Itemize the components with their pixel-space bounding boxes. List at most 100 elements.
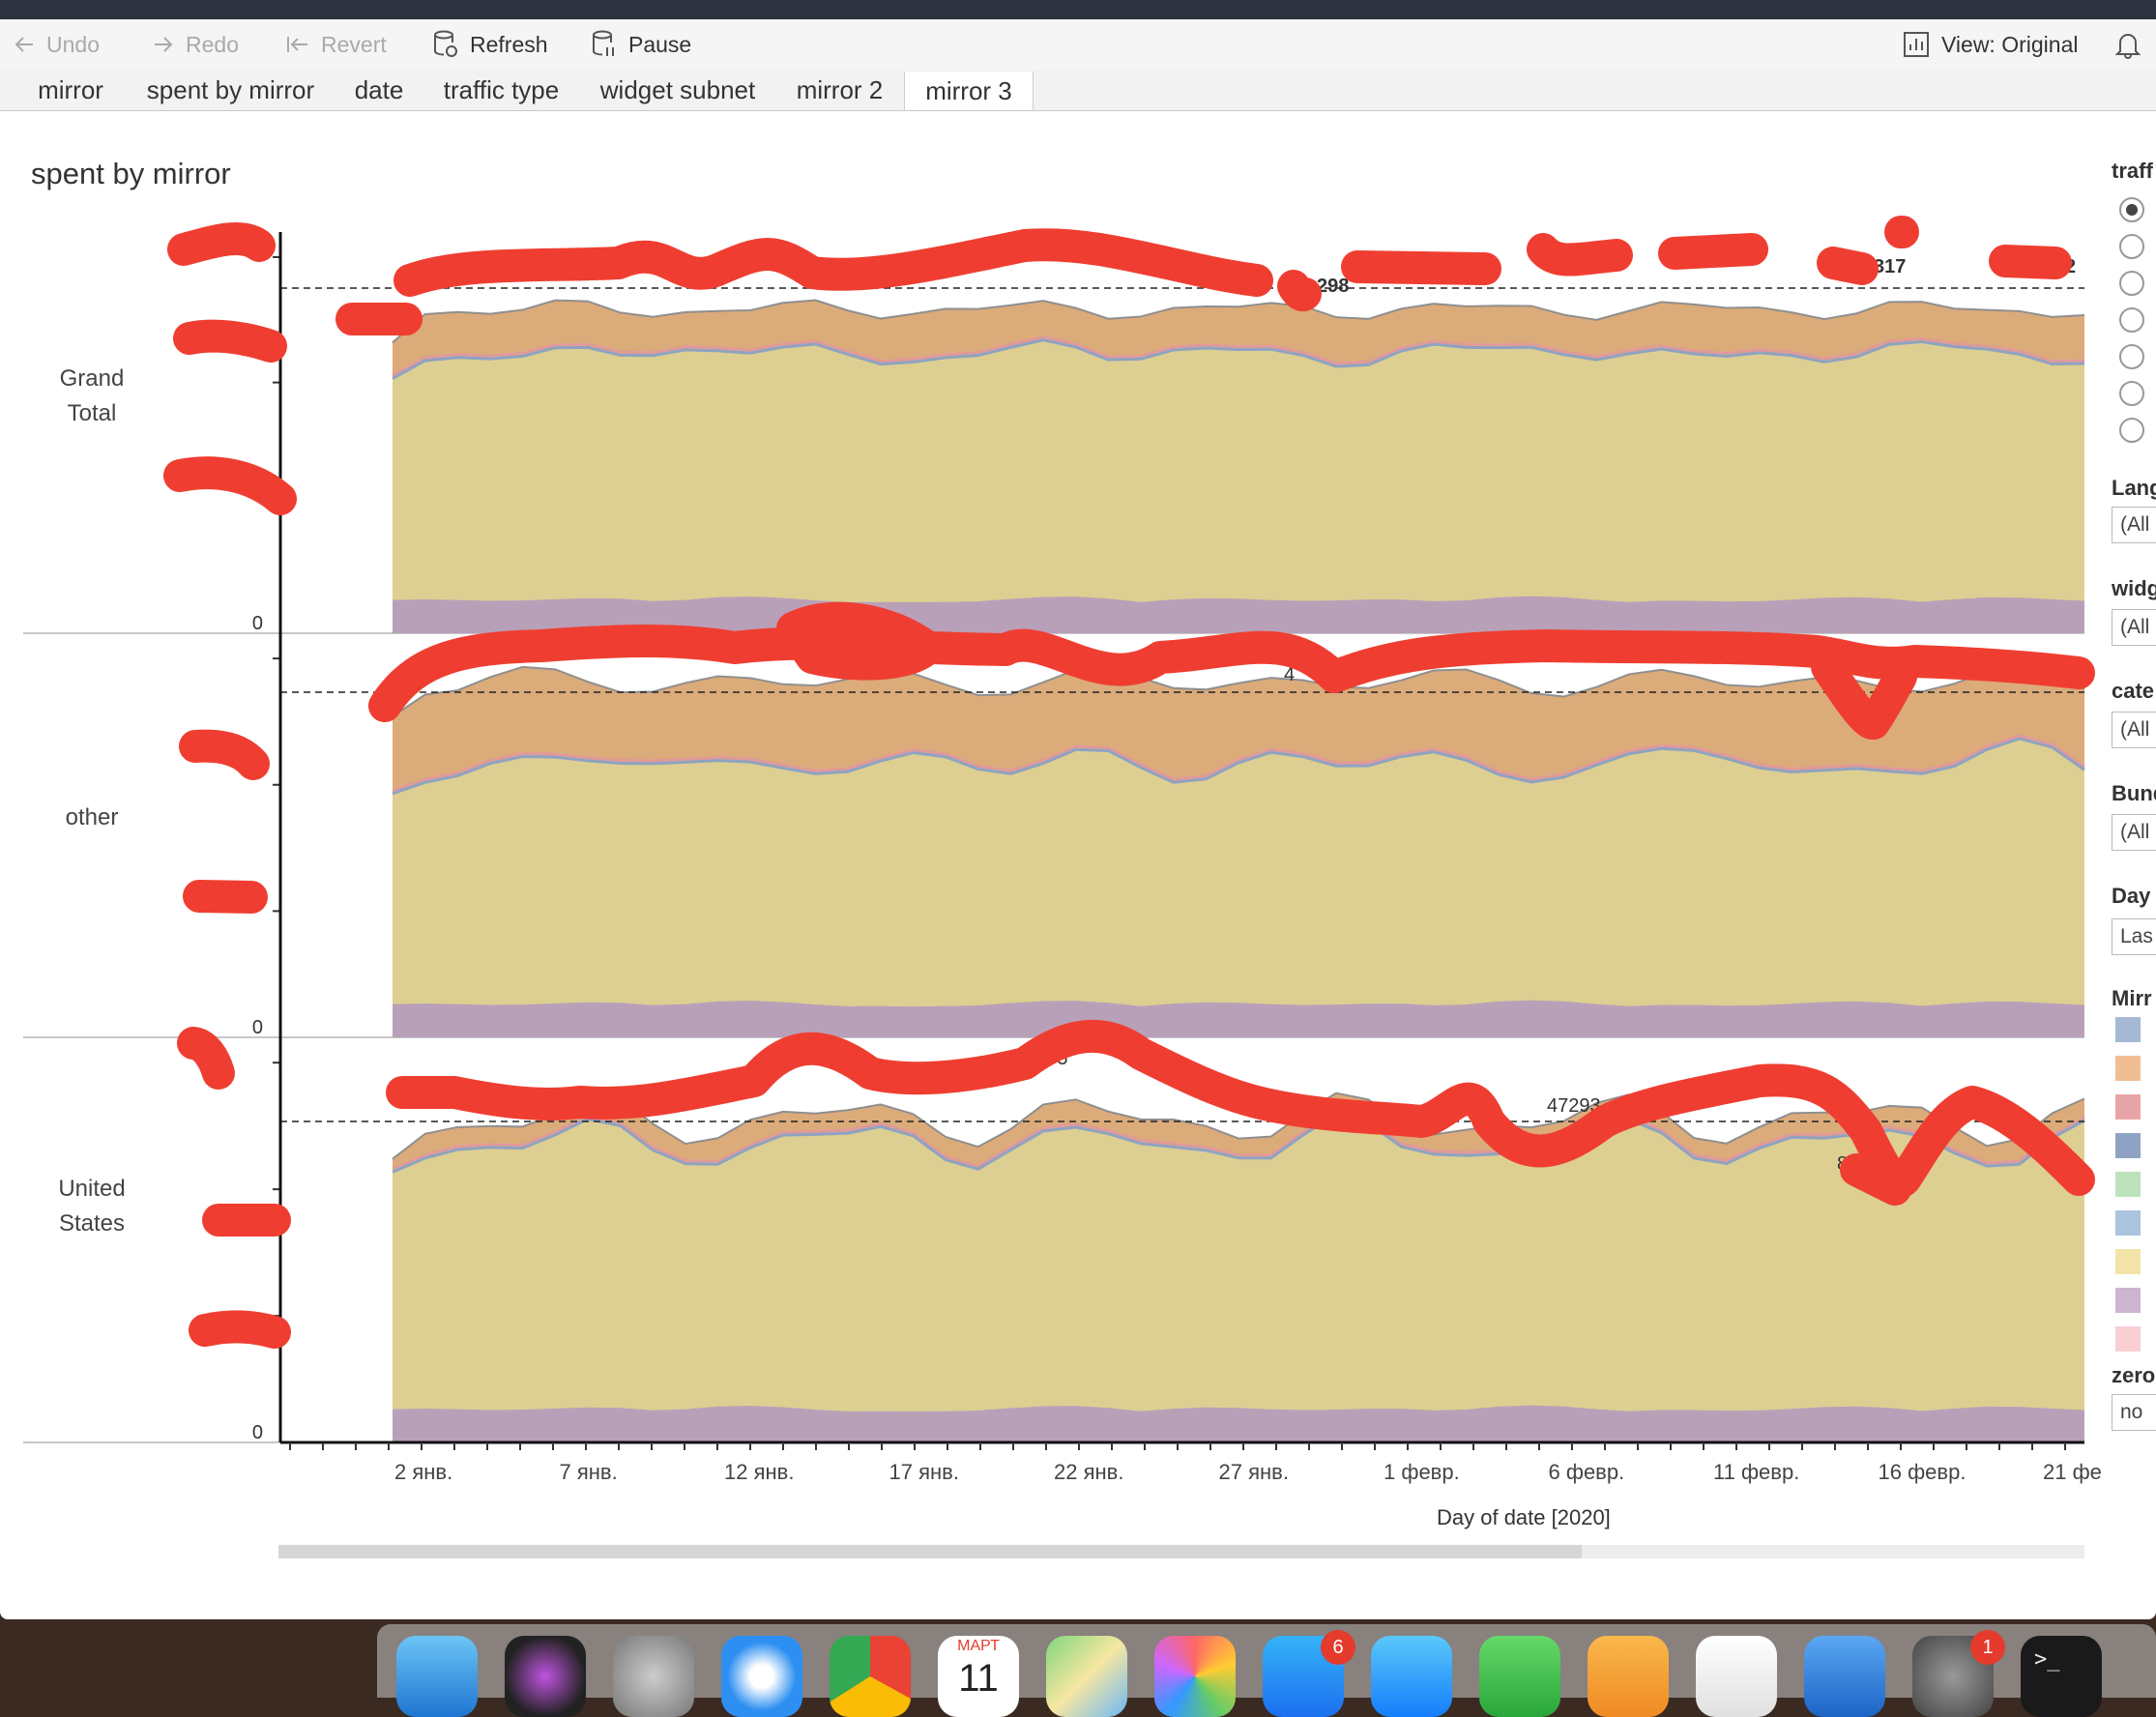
radio-option[interactable]: [2119, 271, 2144, 296]
numbers-icon[interactable]: [1696, 1636, 1777, 1717]
x-tick-label: 6 февр.: [1548, 1460, 1625, 1484]
notifications-button[interactable]: [2113, 27, 2154, 62]
refresh-label: Refresh: [470, 31, 548, 57]
siri-icon[interactable]: [505, 1636, 586, 1717]
panel-label: United States: [19, 1172, 164, 1241]
tab-spent-by-mirror[interactable]: spent by mirror: [126, 72, 336, 108]
legend-swatch: [2115, 1133, 2141, 1158]
view-original-button[interactable]: View: Original: [1903, 27, 2078, 62]
redaction-scribble: [173, 319, 287, 363]
data-label: 298: [1317, 276, 1349, 297]
filter-heading: widg: [2112, 576, 2156, 600]
filter-heading: traff: [2112, 159, 2153, 183]
tab-mirror[interactable]: mirror: [15, 72, 127, 108]
pages-icon[interactable]: [1588, 1636, 1669, 1717]
redaction-scribble: [1989, 245, 2072, 279]
refresh-button[interactable]: Refresh: [433, 27, 548, 62]
y-axis-zero-label: 0: [252, 1422, 263, 1443]
redo-label: Redo: [186, 31, 239, 57]
x-tick-label: 12 янв.: [724, 1460, 795, 1484]
bell-icon: [2114, 34, 2141, 59]
redaction-scribble: [368, 625, 2095, 722]
radio-option[interactable]: [2119, 344, 2144, 369]
radio-option[interactable]: [2119, 197, 2144, 222]
area-series-base: [393, 738, 2084, 1037]
panel-label-line: United: [58, 1176, 126, 1202]
series-edge-line: [392, 665, 2085, 717]
calendar-icon[interactable]: МАРТ 11: [938, 1636, 1019, 1717]
database-pause-icon: [593, 30, 614, 56]
undo-label: Undo: [46, 31, 100, 57]
legend-swatch: [2115, 1249, 2141, 1274]
filter-heading: cate: [2112, 679, 2155, 703]
safari-icon[interactable]: [721, 1636, 802, 1717]
scrollbar-thumb[interactable]: [278, 1545, 1582, 1558]
finder-icon[interactable]: [396, 1636, 478, 1717]
tab-date[interactable]: date: [335, 72, 423, 108]
facetime-icon[interactable]: [1479, 1636, 1560, 1717]
filter-heading: Lang: [2112, 476, 2156, 500]
filter-dropdown[interactable]: no: [2112, 1394, 2156, 1431]
calendar-day: 11: [958, 1657, 999, 1700]
revert-label: Revert: [321, 31, 387, 57]
launchpad-icon[interactable]: [613, 1636, 694, 1717]
panel-label-line: Grand: [59, 365, 125, 392]
tab-mirror-3[interactable]: mirror 3: [904, 72, 1034, 110]
filter-heading: Day o: [2112, 884, 2156, 908]
radio-option[interactable]: [2119, 307, 2144, 333]
view-icon: [1904, 32, 1929, 57]
x-tick-label: 21 фе: [2043, 1460, 2102, 1484]
filter-dropdown[interactable]: (All: [2112, 609, 2156, 646]
messages-icon[interactable]: [1371, 1636, 1452, 1717]
filter-heading: zero: [2112, 1363, 2156, 1387]
undo-button[interactable]: Undo: [14, 27, 100, 62]
series-line-red: [392, 335, 2085, 377]
tab-traffic-type[interactable]: traffic type: [422, 72, 581, 108]
chrome-icon[interactable]: [830, 1636, 911, 1717]
radio-option[interactable]: [2119, 234, 2144, 259]
horizontal-scrollbar[interactable]: [278, 1545, 2084, 1558]
sheet-tabs: mirror spent by mirror date traffic type wid…: [0, 70, 2156, 111]
tab-mirror-2[interactable]: mirror 2: [775, 72, 905, 108]
calendar-month: МАРТ: [957, 1638, 1000, 1654]
filter-dropdown[interactable]: (All: [2112, 507, 2156, 543]
filter-dropdown[interactable]: (All: [2112, 712, 2156, 748]
x-tick-label: 16 февр.: [1878, 1460, 1967, 1484]
tab-widget-subnet[interactable]: widget subnet: [580, 72, 776, 108]
notification-badge: 6: [1321, 1630, 1355, 1665]
redo-button[interactable]: Redo: [153, 27, 239, 62]
x-tick-label: 17 янв.: [889, 1460, 959, 1484]
photos-icon[interactable]: [1154, 1636, 1236, 1717]
panel-label: Grand Total: [19, 362, 164, 431]
filter-dropdown[interactable]: (All: [2112, 814, 2156, 851]
filter-heading: Bund: [2112, 781, 2156, 805]
area-series-base: [393, 339, 2084, 633]
maps-icon[interactable]: [1046, 1636, 1127, 1717]
series-edge-line: [392, 299, 2085, 343]
panel-label-line: States: [58, 1210, 126, 1237]
redaction-scribble: [1527, 233, 1633, 276]
x-tick-label: 1 февр.: [1384, 1460, 1460, 1484]
database-refresh-icon: [434, 30, 457, 57]
area-series-bottom: [393, 1000, 2084, 1037]
terminal-icon[interactable]: >_: [2021, 1636, 2102, 1717]
redaction-scribble: [1658, 233, 1768, 270]
legend-swatch: [2115, 1017, 2141, 1042]
radio-option[interactable]: [2119, 381, 2144, 406]
redaction-scribble: [163, 456, 297, 515]
data-label: 4: [1284, 664, 1295, 685]
data-label: 317: [1874, 256, 1906, 277]
revert-button[interactable]: Revert: [286, 27, 387, 62]
macos-dock: МАРТ 11 6 1 >_: [377, 1624, 2156, 1717]
system-preferences-icon[interactable]: 1: [1912, 1630, 2005, 1717]
radio-option[interactable]: [2119, 418, 2144, 443]
filter-dropdown[interactable]: Las: [2112, 918, 2156, 955]
pause-button[interactable]: Pause: [592, 27, 691, 62]
panel-label: other: [19, 800, 164, 835]
series-line-blue: [392, 338, 2085, 380]
app-store-icon[interactable]: 6: [1263, 1630, 1355, 1717]
y-axis-zero-label: 0: [252, 613, 263, 634]
toolbar: Undo Redo Revert Refresh Pause View: Ori…: [0, 19, 2156, 71]
keynote-icon[interactable]: [1804, 1636, 1885, 1717]
